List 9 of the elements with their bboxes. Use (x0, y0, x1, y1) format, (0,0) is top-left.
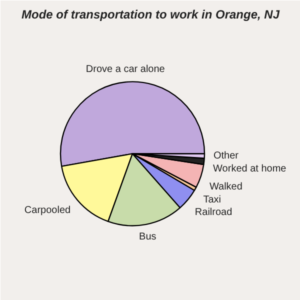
slice-label: Carpooled (24, 204, 71, 216)
slice-label: Other (213, 150, 240, 162)
slice-label: Drove a car alone (86, 64, 166, 75)
slice-label: Walked (209, 182, 242, 193)
slice-label: Taxi (203, 194, 222, 206)
slice-label: Worked at home (213, 163, 287, 174)
chart-title: Mode of transportation to work in Orange, NJ (21, 8, 280, 22)
slice-label: Bus (139, 232, 156, 243)
slice-label: Railroad (194, 207, 232, 218)
